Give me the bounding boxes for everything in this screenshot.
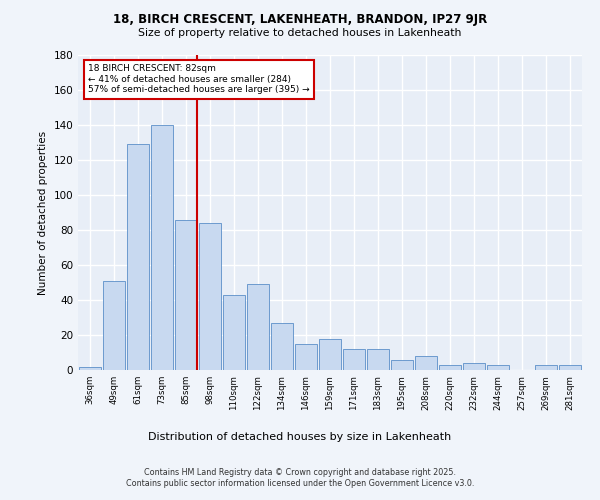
Bar <box>271 323 293 370</box>
Text: Size of property relative to detached houses in Lakenheath: Size of property relative to detached ho… <box>139 28 461 38</box>
Bar <box>415 356 437 370</box>
Bar <box>367 349 389 370</box>
Bar <box>463 363 485 370</box>
Bar <box>103 281 125 370</box>
Bar <box>391 360 413 370</box>
Text: Distribution of detached houses by size in Lakenheath: Distribution of detached houses by size … <box>148 432 452 442</box>
Bar <box>439 365 461 370</box>
Bar <box>127 144 149 370</box>
Bar <box>79 366 101 370</box>
Bar <box>559 365 581 370</box>
Text: 18 BIRCH CRESCENT: 82sqm
← 41% of detached houses are smaller (284)
57% of semi-: 18 BIRCH CRESCENT: 82sqm ← 41% of detach… <box>88 64 310 94</box>
Bar <box>223 294 245 370</box>
Bar <box>199 223 221 370</box>
Bar <box>247 284 269 370</box>
Y-axis label: Number of detached properties: Number of detached properties <box>38 130 48 294</box>
Bar <box>487 365 509 370</box>
Bar <box>295 344 317 370</box>
Text: Contains HM Land Registry data © Crown copyright and database right 2025.
Contai: Contains HM Land Registry data © Crown c… <box>126 468 474 487</box>
Bar <box>319 338 341 370</box>
Bar <box>175 220 197 370</box>
Text: 18, BIRCH CRESCENT, LAKENHEATH, BRANDON, IP27 9JR: 18, BIRCH CRESCENT, LAKENHEATH, BRANDON,… <box>113 12 487 26</box>
Bar <box>535 365 557 370</box>
Bar <box>343 349 365 370</box>
Bar <box>151 125 173 370</box>
